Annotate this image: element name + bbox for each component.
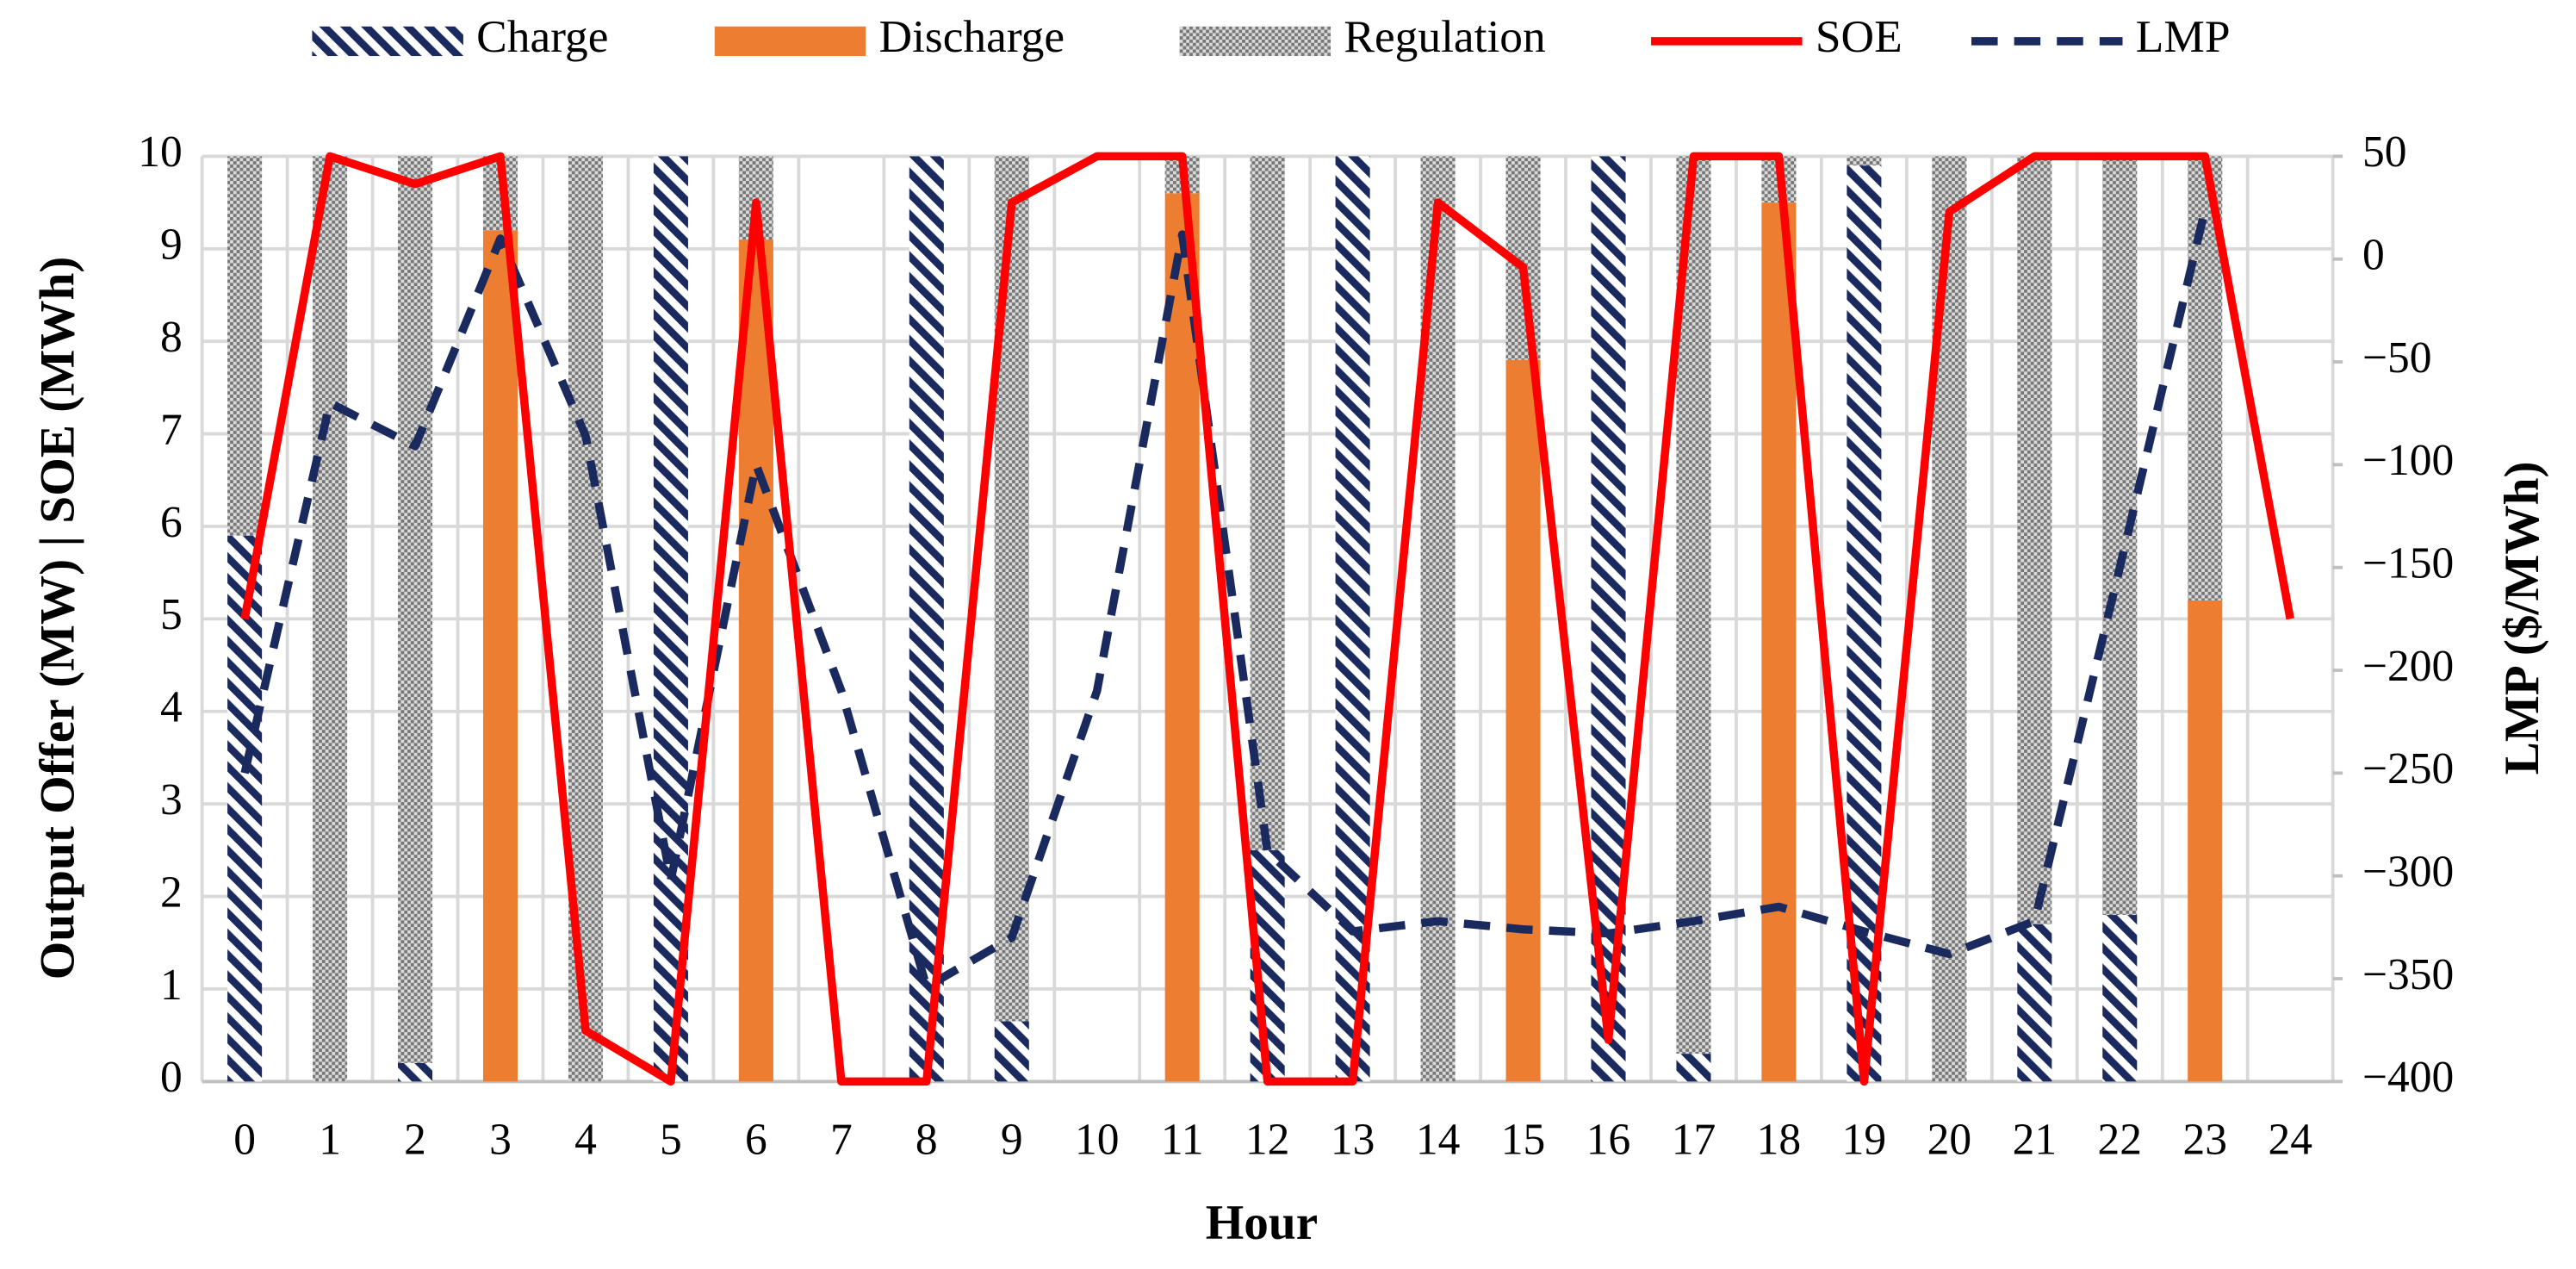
bar-segment	[227, 156, 263, 536]
x-tick-label: 6	[745, 1116, 767, 1165]
y-tick-label: 9	[160, 221, 183, 270]
y-tick-label: 5	[160, 590, 183, 639]
bar-segment	[1505, 359, 1541, 1082]
bar-segment	[398, 1062, 433, 1082]
bar-segment	[2017, 156, 2052, 924]
line-series	[240, 208, 2209, 992]
legend-label: LMP	[2136, 10, 2231, 62]
y-tick-label: 10	[138, 128, 183, 177]
x-tick-label: 13	[1331, 1116, 1375, 1165]
x-tick-label: 10	[1075, 1116, 1120, 1165]
x-tick-label: 2	[404, 1116, 426, 1165]
y2-tick-label: −50	[2362, 333, 2432, 383]
line-series	[240, 152, 2294, 1086]
x-tick-label: 5	[660, 1116, 682, 1165]
bar-segment	[1847, 156, 1882, 166]
y2-tick-label: −400	[2362, 1053, 2454, 1102]
x-tick-label: 7	[830, 1116, 853, 1165]
x-tick-label: 8	[916, 1116, 938, 1165]
bar-segment	[1761, 202, 1797, 1082]
bar-segment	[1676, 1054, 1711, 1082]
x-tick-label: 18	[1757, 1116, 1801, 1165]
bar-segment	[227, 535, 263, 1082]
x-tick-label: 9	[1001, 1116, 1023, 1165]
bar-segment	[2188, 600, 2223, 1082]
legend-label: Discharge	[879, 10, 1065, 62]
x-tick-label: 24	[2268, 1116, 2312, 1165]
legend-label: Charge	[476, 10, 608, 62]
bar-segment	[738, 239, 773, 1082]
y-tick-label: 0	[160, 1053, 183, 1102]
x-tick-label: 15	[1501, 1116, 1546, 1165]
y-tick-label: 7	[160, 405, 183, 454]
y-tick-label: 8	[160, 313, 183, 362]
x-tick-label: 12	[1245, 1116, 1290, 1165]
legend-swatch	[1179, 26, 1331, 57]
y-tick-label: 3	[160, 775, 183, 824]
legend-swatch	[312, 26, 463, 57]
y2-tick-label: −150	[2362, 539, 2454, 588]
legend-swatch	[714, 26, 866, 57]
bar-segment	[482, 230, 518, 1082]
y2-tick-label: −350	[2362, 950, 2454, 999]
x-tick-label: 20	[1927, 1116, 1972, 1165]
x-axis-title: Hour	[1206, 1196, 1318, 1250]
bar-segment	[2017, 924, 2052, 1082]
bar-segment	[313, 156, 348, 1082]
bar-segment	[2102, 915, 2138, 1082]
y-tick-label: 2	[160, 868, 183, 917]
x-tick-label: 21	[2013, 1116, 2058, 1165]
bar-segment	[1250, 156, 1285, 850]
bar-segment	[994, 1021, 1029, 1082]
x-tick-label: 0	[233, 1116, 256, 1165]
y-tick-label: 6	[160, 498, 183, 547]
x-tick-label: 4	[574, 1116, 597, 1165]
x-tick-label: 22	[2098, 1116, 2143, 1165]
y2-tick-label: −250	[2362, 744, 2454, 793]
x-tick-label: 11	[1161, 1116, 1204, 1165]
x-tick-label: 3	[489, 1116, 512, 1165]
bar-segment	[398, 156, 433, 1063]
y-axis-title: Output Offer (MW) | SOE (MWh)	[31, 257, 85, 980]
bar-segment	[2102, 156, 2138, 916]
x-tick-label: 17	[1672, 1116, 1716, 1165]
x-tick-label: 19	[1842, 1116, 1886, 1165]
y2-axis-title: LMP ($/MWh)	[2495, 461, 2549, 774]
y2-tick-label: −100	[2362, 436, 2454, 485]
legend-label: Regulation	[1344, 10, 1545, 62]
x-tick-label: 14	[1416, 1116, 1461, 1165]
y2-tick-label: 0	[2362, 231, 2385, 280]
y-tick-label: 4	[160, 683, 183, 732]
x-tick-label: 16	[1586, 1116, 1631, 1165]
y2-tick-label: −300	[2362, 848, 2454, 897]
y2-tick-label: −200	[2362, 642, 2454, 691]
x-tick-label: 1	[319, 1116, 341, 1165]
legend-label: SOE	[1816, 10, 1903, 62]
y-tick-label: 1	[160, 961, 183, 1010]
y2-tick-label: 50	[2362, 128, 2407, 177]
x-tick-label: 23	[2182, 1116, 2227, 1165]
